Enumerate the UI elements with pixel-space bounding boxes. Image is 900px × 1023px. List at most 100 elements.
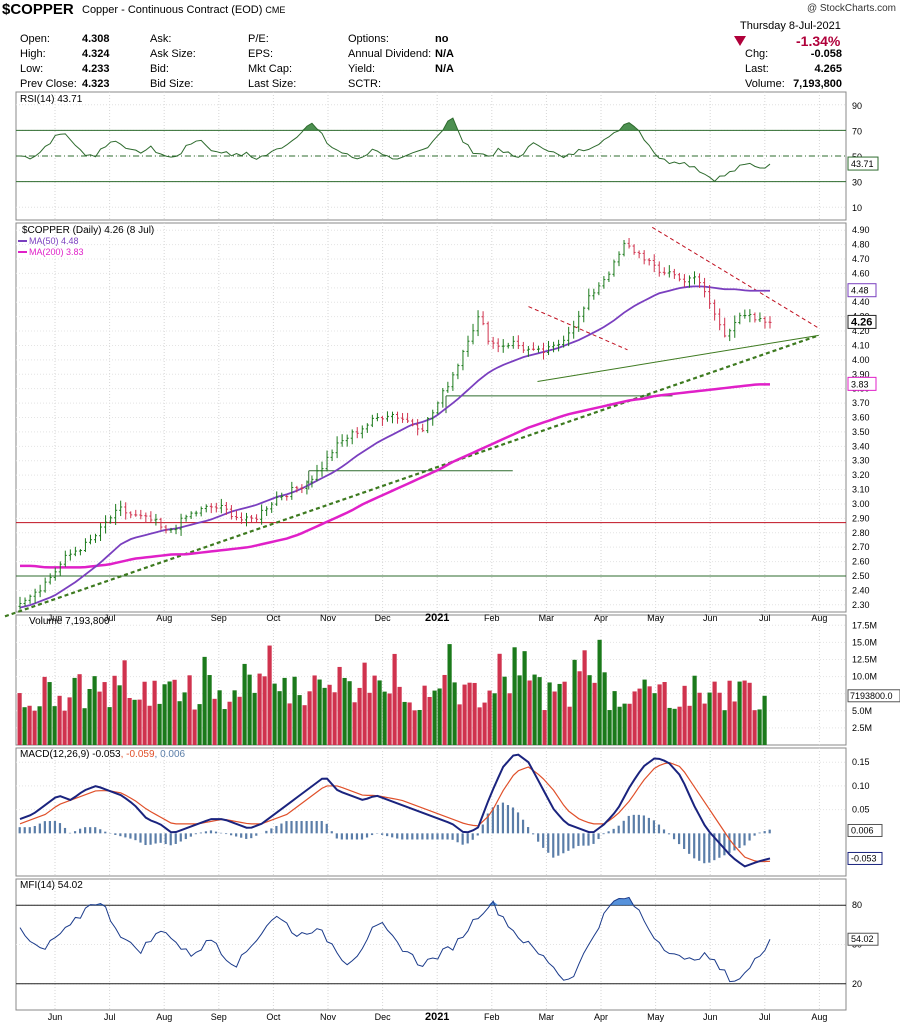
x-tick-label: Jul: [104, 1012, 116, 1022]
price-tick-label: 3.10: [852, 485, 870, 495]
quote-date: Thursday 8-Jul-2021: [740, 20, 841, 32]
macd-histogram-bar: [733, 833, 736, 851]
volume-bar: [617, 706, 622, 745]
macd-histogram-bar: [743, 833, 746, 846]
rsi-overbought-fill: [20, 118, 770, 131]
instrument-description: Copper - Continuous Contract (EOD) CME: [82, 4, 286, 16]
price-tick-label: 3.70: [852, 398, 870, 408]
volume-bar: [342, 677, 347, 745]
x-tick-label: Mar: [539, 1012, 555, 1022]
quote4-label: Options:: [348, 33, 389, 45]
price-value-label: 4.26: [851, 316, 872, 328]
volume-bar: [72, 677, 77, 745]
macd-histogram-bar: [622, 820, 625, 834]
volume-bar: [227, 701, 232, 745]
macd-histogram-bar: [315, 821, 318, 834]
volume-bar: [112, 675, 117, 745]
volume-bar: [427, 696, 432, 745]
volume-bar: [267, 645, 272, 745]
quote3-label: Last Size:: [248, 78, 297, 90]
macd-histogram-bar: [466, 833, 469, 844]
macd-histogram-bar: [84, 827, 87, 834]
macd-line: [19, 753, 771, 868]
macd-histogram-bar: [370, 833, 374, 836]
macd-histogram-bar: [486, 813, 489, 834]
macd-histogram-bar: [199, 832, 203, 834]
price-tick-label: 3.50: [852, 427, 870, 437]
volume-tick-label: 10.0M: [852, 672, 877, 682]
quote-value: 4.323: [82, 78, 110, 90]
price-tick-label: 4.00: [852, 355, 870, 365]
volume-bar: [292, 676, 297, 745]
mfi-tick-label: 80: [852, 900, 862, 910]
quote-value: 4.308: [82, 33, 110, 45]
macd-histogram-bar: [552, 833, 555, 858]
quote2-label: Bid Size:: [150, 78, 194, 90]
volume-bar: [417, 709, 422, 745]
macd-histogram-bar: [144, 833, 147, 846]
x-tick-label: Jul: [759, 1012, 771, 1022]
quote-label: Prev Close:: [20, 78, 77, 90]
macd-histogram-bar: [511, 807, 515, 834]
macd-histogram-bar: [209, 830, 213, 834]
macd-histogram-bar: [753, 833, 756, 836]
ma50-legend-label: MA(50) 4.48: [29, 236, 79, 246]
volume-bar: [237, 696, 242, 745]
volume-tick-label: 5.0M: [852, 706, 872, 716]
macd-histogram-bar: [149, 833, 152, 845]
volume-bar: [692, 675, 697, 745]
volume-bar: [392, 653, 397, 745]
mfi-value-tag: [847, 932, 879, 946]
price-tick-label: 3.20: [852, 470, 870, 480]
macd-histogram-bar: [476, 833, 479, 836]
rsi-tick-label: 90: [852, 101, 862, 111]
x-tick-label: Sep: [211, 613, 227, 623]
volume-bar: [47, 682, 52, 745]
quote4-label: SCTR:: [348, 78, 381, 90]
macd-histogram-bar: [235, 833, 238, 837]
macd-histogram-bar: [295, 821, 298, 834]
volume-bar: [327, 684, 332, 745]
macd-histogram-bar: [401, 833, 404, 840]
macd-histogram-bar: [602, 833, 605, 835]
volume-bar: [137, 699, 142, 745]
macd-histogram-bar: [617, 825, 620, 834]
macd-histogram-bar: [667, 833, 671, 835]
volume-bar: [62, 710, 67, 745]
macd-value-label: -0.053: [851, 853, 877, 863]
support-trendline: [537, 334, 819, 382]
stat-label: Volume:: [745, 78, 785, 90]
volume-bar: [632, 691, 637, 745]
rsi-line: [19, 117, 771, 182]
volume-bar: [297, 695, 302, 745]
volume-bar: [207, 675, 212, 745]
volume-bar: [332, 692, 337, 745]
stat-value: 7,193,800: [793, 78, 842, 90]
volume-tick-label: 17.5M: [852, 620, 877, 630]
quote-label: Open:: [20, 33, 50, 45]
stat-value: 4.265: [814, 63, 842, 75]
volume-bar: [272, 683, 277, 745]
volume-bar: [727, 680, 732, 745]
volume-bar: [92, 676, 97, 745]
volume-bar: [502, 676, 507, 745]
macd-histogram-bar: [416, 833, 419, 840]
volume-bar: [672, 708, 677, 745]
volume-bar: [287, 703, 292, 745]
macd-histogram-bar: [23, 827, 26, 834]
macd-histogram-bar: [451, 833, 454, 840]
volume-bar: [647, 686, 652, 745]
volume-bar: [607, 710, 612, 745]
quote3-label: P/E:: [248, 33, 269, 45]
price-tick-label: 2.70: [852, 542, 870, 552]
macd-histogram-bar: [683, 833, 686, 849]
macd-histogram-bar: [723, 833, 726, 856]
macd-histogram-bar: [89, 827, 92, 834]
volume-bar: [587, 675, 592, 745]
volume-bar: [282, 677, 287, 745]
x-tick-label: Dec: [375, 1012, 392, 1022]
volume-bar: [307, 691, 312, 745]
volume-bar: [52, 706, 57, 745]
macd-histogram-bar: [657, 824, 661, 834]
macd-histogram-bar: [532, 833, 535, 835]
